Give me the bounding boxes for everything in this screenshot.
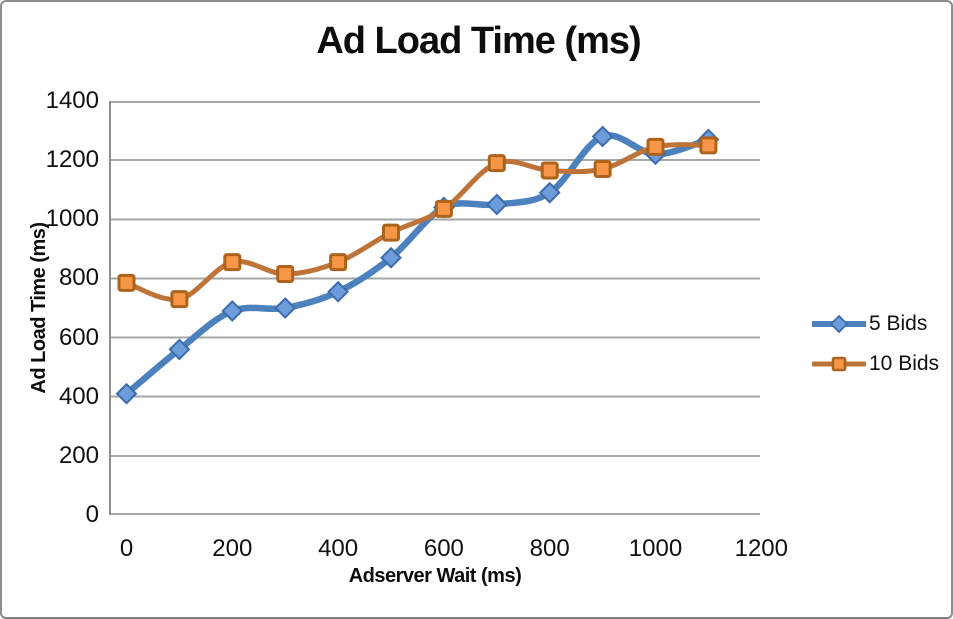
series-5-bids-marker [485, 193, 508, 216]
series-5-bids-line [123, 132, 712, 398]
plot-area [109, 101, 760, 516]
series-5-bids-marker [221, 300, 244, 322]
series-5-bids-marker [538, 181, 561, 204]
series-5-bids-marker [591, 125, 614, 148]
y-tick-label-1000: 1000 [45, 205, 99, 233]
series-5-bids-marker [115, 382, 138, 405]
series-5-bids-marker [274, 297, 297, 319]
series-10-bids-marker [276, 264, 295, 283]
diamond-icon [829, 314, 849, 334]
series-10-bids-marker [117, 273, 136, 292]
series-10-bids-marker [593, 160, 612, 179]
y-tick-label-600: 600 [58, 323, 99, 351]
x-tick-label-200: 200 [212, 535, 253, 562]
chart-title: Ad Load Time (ms) [316, 20, 641, 62]
x-tick-label-600: 600 [423, 535, 464, 562]
y-tick-label-800: 800 [58, 264, 99, 292]
legend-swatch-5-bids [812, 314, 866, 334]
series-10-bids-marker [699, 136, 718, 155]
x-tick-label-400: 400 [318, 535, 359, 562]
y-tick-label-1400: 1400 [45, 87, 99, 114]
y-tick-label-400: 400 [58, 382, 99, 410]
series-10-bids-line [124, 142, 711, 303]
series-5-bids-marker [380, 246, 402, 269]
y-tick-label-1200: 1200 [45, 146, 99, 174]
y-tick-label-0: 0 [85, 501, 99, 528]
legend-swatch-10-bids [812, 356, 866, 372]
legend-item-10-bids: 10 Bids [812, 349, 939, 379]
series-10-bids-marker [223, 253, 242, 272]
x-tick-label-1000: 1000 [628, 535, 683, 562]
legend-item-5-bids: 5 Bids [812, 309, 939, 339]
x-tick-label-1200: 1200 [734, 535, 788, 562]
series-5-bids-marker [327, 280, 350, 303]
series-10-bids-marker [540, 161, 559, 180]
x-tick-label-0: 0 [119, 535, 134, 562]
series-10-bids-marker [329, 253, 348, 272]
series-10-bids-marker [382, 223, 400, 242]
series-5-bids-marker [168, 338, 191, 361]
square-icon [831, 356, 847, 372]
legend-label-10-bids: 10 Bids [869, 352, 940, 375]
series-10-bids-marker [170, 290, 189, 309]
x-tick-label-800: 800 [529, 535, 570, 562]
x-axis-title: Adserver Wait (ms) [348, 565, 522, 587]
y-tick-label-200: 200 [58, 441, 99, 469]
series-10-bids-marker [487, 154, 506, 173]
series-10-bids-marker [434, 199, 453, 218]
legend-label-5-bids: 5 Bids [869, 312, 928, 335]
legend: 5 Bids 10 Bids [812, 309, 939, 389]
series-10-bids-marker [646, 137, 665, 156]
y-axis-title: Ad Load Time (ms) [28, 222, 50, 394]
